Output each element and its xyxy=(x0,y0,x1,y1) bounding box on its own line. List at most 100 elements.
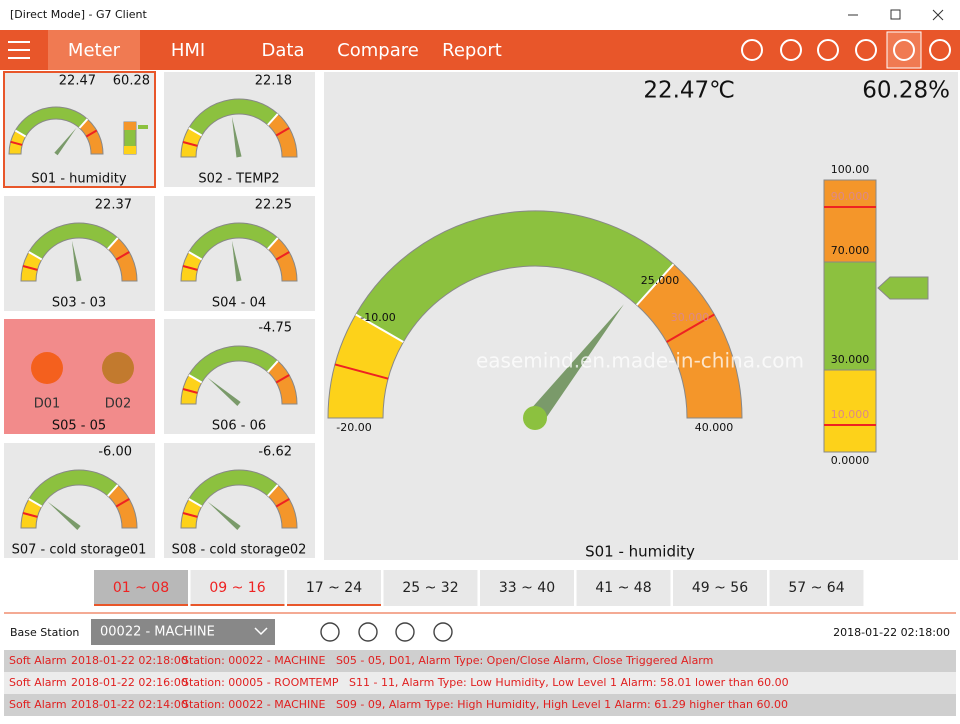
footer-icon[interactable] xyxy=(320,622,340,642)
nav-item: Meter xyxy=(68,40,121,61)
nav-item: Report xyxy=(442,40,502,61)
alarm-row[interactable] xyxy=(4,672,956,694)
gauge-needle xyxy=(71,240,82,282)
page-tab[interactable] xyxy=(769,570,864,606)
alarm-message: Station: 00022 - MACHINE S09 - 09, Alarm… xyxy=(182,698,788,711)
gauge-needle xyxy=(231,116,242,158)
alarm-row[interactable] xyxy=(4,650,956,672)
tile-name: S05 - 05 xyxy=(52,419,106,434)
gauge-tick xyxy=(267,484,279,497)
page-tab[interactable] xyxy=(480,570,574,606)
tile-value: 22.37 xyxy=(95,198,132,213)
alarm-time: 2018-01-22 02:14:00 xyxy=(71,698,188,711)
page-tab[interactable] xyxy=(576,570,671,606)
close[interactable] xyxy=(932,9,944,21)
page-tab-label: 25 ~ 32 xyxy=(402,580,458,596)
humidity-pointer xyxy=(138,125,148,129)
gauge-tick xyxy=(275,498,290,508)
page-tab[interactable] xyxy=(94,570,188,606)
gauge-segment xyxy=(267,113,298,158)
gauge-segment xyxy=(267,360,298,405)
digital-label: D01 xyxy=(34,397,61,412)
main-temperature: 22.47℃ xyxy=(643,78,735,104)
gauge-needle xyxy=(207,501,241,530)
footer-icon[interactable] xyxy=(358,622,378,642)
toolbar-icon[interactable] xyxy=(855,39,877,61)
gauge-label: 30.000 xyxy=(671,311,710,324)
toolbar-icon[interactable] xyxy=(780,39,802,61)
gauge-segment xyxy=(78,118,104,155)
page-tab-label: 49 ~ 56 xyxy=(692,580,748,596)
gauge-tick xyxy=(267,237,279,250)
page-tab[interactable] xyxy=(673,570,767,606)
footer-icon[interactable] xyxy=(433,622,453,642)
tile-name: S03 - 03 xyxy=(52,296,106,311)
gauge-tick xyxy=(182,512,198,518)
meter-tile[interactable] xyxy=(4,443,155,558)
bar-label: 10.000 xyxy=(831,408,870,421)
tile-name: S01 - humidity xyxy=(31,172,126,187)
alarm-time: 2018-01-22 02:16:00 xyxy=(71,676,188,689)
gauge-label: 40.000 xyxy=(695,421,734,434)
gauge-tick xyxy=(635,263,675,306)
nav-item: Data xyxy=(262,40,305,61)
meter-tile[interactable] xyxy=(164,319,315,434)
toolbar-icon[interactable] xyxy=(741,39,763,61)
meter-tile[interactable] xyxy=(164,72,315,187)
gauge-tick xyxy=(188,498,203,508)
tile-value: 22.47 xyxy=(59,74,96,89)
alarm-level: Soft Alarm xyxy=(9,654,67,667)
main-humidity: 60.28% xyxy=(862,78,950,104)
gauge-needle xyxy=(527,304,624,424)
meter-tile[interactable] xyxy=(4,319,155,434)
gauge-segment xyxy=(636,263,743,419)
meter-tile[interactable] xyxy=(164,443,315,558)
gauge-label: 25.000 xyxy=(641,274,680,287)
page-tab-label: 41 ~ 48 xyxy=(595,580,651,596)
gauge-tick xyxy=(115,498,130,508)
gauge-tick xyxy=(182,141,198,147)
bar-orange xyxy=(823,179,877,263)
tile-value: -6.00 xyxy=(98,445,132,460)
gauge-tick xyxy=(355,313,404,343)
footer-icon[interactable] xyxy=(395,622,415,642)
page-tab[interactable] xyxy=(287,570,381,606)
maximize[interactable] xyxy=(890,9,901,20)
alarm-level: Soft Alarm xyxy=(9,676,67,689)
menu-icon[interactable] xyxy=(8,41,30,59)
page-underline xyxy=(94,604,188,606)
page-tab[interactable] xyxy=(383,570,478,606)
bar-label: 100.00 xyxy=(831,163,870,176)
bar-label: 30.000 xyxy=(831,353,870,366)
gauge-tick xyxy=(14,129,27,138)
alarm-row[interactable] xyxy=(4,694,956,716)
digital-indicator xyxy=(102,352,134,384)
gauge-label: -10.00 xyxy=(360,311,395,324)
window-title: [Direct Mode] - G7 Client xyxy=(10,8,147,21)
alarm-message: Station: 00022 - MACHINE S05 - 05, D01, … xyxy=(182,654,713,667)
toolbar-icon[interactable] xyxy=(893,39,915,61)
bar-label: 0.0000 xyxy=(831,454,870,467)
tile-value: 22.25 xyxy=(255,198,292,213)
meter-tile[interactable] xyxy=(4,196,155,311)
gauge-segment xyxy=(107,237,138,282)
page-tab-label: 57 ~ 64 xyxy=(788,580,844,596)
gauge-tick xyxy=(78,118,89,129)
gauge-needle xyxy=(207,377,241,406)
gauge-needle xyxy=(54,127,77,156)
bar-yellow xyxy=(823,369,877,453)
meter-tile[interactable] xyxy=(164,196,315,311)
gauge-tick xyxy=(275,251,290,261)
gauge-tick xyxy=(188,374,203,384)
toolbar-icon[interactable] xyxy=(817,39,839,61)
station-select[interactable] xyxy=(91,619,275,645)
toolbar-icon[interactable] xyxy=(929,39,951,61)
gauge-tick xyxy=(182,265,198,271)
page-tab[interactable] xyxy=(190,570,285,606)
tile-name: S06 - 06 xyxy=(212,419,266,434)
gauge-segment xyxy=(267,484,298,529)
alarm-time: 2018-01-22 02:18:00 xyxy=(71,654,188,667)
gauge-tick xyxy=(22,265,38,271)
